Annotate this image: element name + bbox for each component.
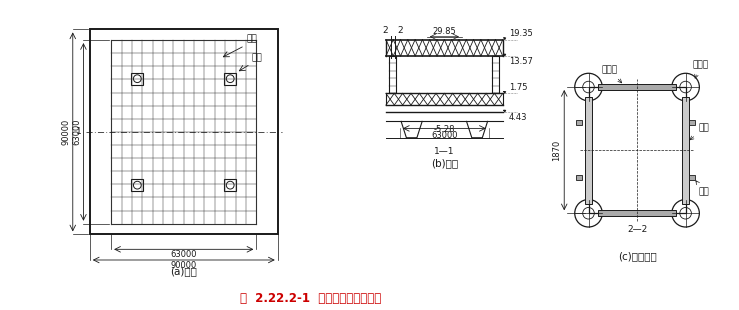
Text: 29.85: 29.85 [432, 27, 456, 36]
Text: 牛腿: 牛腿 [696, 181, 709, 196]
Text: 90000: 90000 [171, 261, 197, 270]
Text: 2—2: 2—2 [627, 225, 647, 234]
Text: 1: 1 [75, 127, 81, 136]
Bar [576, 175, 582, 180]
Text: (c)牛腿设置: (c)牛腿设置 [618, 251, 656, 261]
Text: 图  2.22.2-1  四支点网架整体顶升: 图 2.22.2-1 四支点网架整体顶升 [239, 292, 381, 305]
Text: 1870: 1870 [552, 140, 561, 161]
Bar [224, 179, 236, 191]
Text: 1.75: 1.75 [508, 83, 527, 92]
Bar [682, 97, 689, 204]
Bar [132, 73, 143, 85]
Bar [689, 175, 695, 180]
Text: 导轨板: 导轨板 [602, 65, 621, 83]
Text: 钢柱肢: 钢柱肢 [692, 61, 708, 78]
Bar [598, 210, 676, 216]
Text: 90000: 90000 [61, 119, 71, 145]
Text: 4.43: 4.43 [508, 113, 527, 122]
Text: 柱子: 柱子 [252, 53, 263, 62]
Bar [492, 56, 500, 93]
Text: 63000: 63000 [72, 119, 81, 145]
Bar [224, 73, 236, 85]
Text: (b)剖面: (b)剖面 [431, 158, 458, 168]
Text: 2: 2 [398, 26, 403, 35]
Bar [598, 84, 676, 90]
Text: 13.57: 13.57 [508, 56, 533, 65]
Text: (a)平面: (a)平面 [170, 266, 197, 277]
Bar [389, 56, 396, 93]
Text: 腹条: 腹条 [690, 124, 709, 140]
Bar [588, 87, 686, 213]
Bar [689, 120, 695, 125]
Bar [132, 179, 143, 191]
Text: 19.35: 19.35 [508, 29, 532, 38]
Bar [90, 29, 278, 234]
Text: 网架: 网架 [246, 35, 257, 44]
Text: 1—1: 1—1 [434, 147, 454, 156]
Bar [585, 97, 592, 204]
Text: 2: 2 [383, 26, 388, 35]
Bar [576, 120, 582, 125]
Text: 63000: 63000 [431, 131, 457, 140]
Text: 63000: 63000 [171, 250, 197, 259]
Text: -5.28: -5.28 [434, 125, 455, 134]
